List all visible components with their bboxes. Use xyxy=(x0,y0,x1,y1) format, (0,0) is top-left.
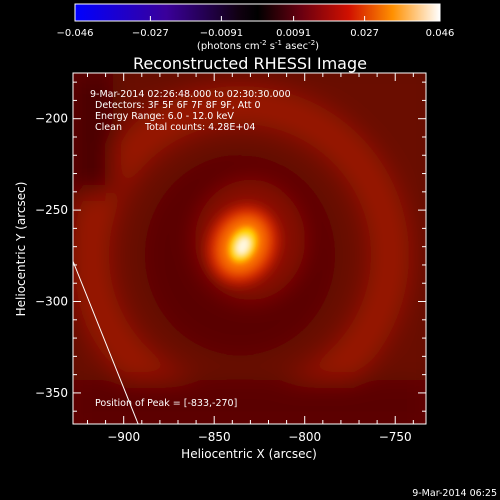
annotation-peak: Position of Peak = [-833,-270] xyxy=(95,398,237,409)
annotation-energy: Energy Range: 6.0 - 12.0 keV xyxy=(95,111,234,122)
x-tick-label-3: −750 xyxy=(379,430,412,444)
x-tick-label-0: −900 xyxy=(107,430,140,444)
annotation-detectors: Detectors: 3F 5F 6F 7F 8F 9F, Att 0 xyxy=(95,100,261,111)
y-tick-label-0: −200 xyxy=(35,112,68,126)
heatmap-image xyxy=(73,73,426,424)
colorbar-tick-label-0: −0.046 xyxy=(56,28,93,39)
y-axis-label: Heliocentric Y (arcsec) xyxy=(14,182,28,317)
colorbar-unit-label: (photons cm-2 s-1 asec-2) xyxy=(197,39,319,52)
colorbar-ticks: −0.046 −0.027 −0.0091 0.0091 0.027 0.046 xyxy=(56,16,454,39)
chart-title: Reconstructed RHESSI Image xyxy=(133,54,367,73)
x-axis-label: Heliocentric X (arcsec) xyxy=(181,447,317,461)
colorbar-tick-label-3: 0.0091 xyxy=(276,28,311,39)
x-tick-label-2: −800 xyxy=(288,430,321,444)
y-tick-label-1: −250 xyxy=(35,203,68,217)
colorbar xyxy=(74,3,441,22)
colorbar-tick-label-2: −0.0091 xyxy=(200,28,243,39)
annotation-time-range: 9-Mar-2014 02:26:48.000 to 02:30:30.000 xyxy=(90,89,291,100)
y-tick-label-3: −350 xyxy=(35,386,68,400)
colorbar-tick-label-5: 0.046 xyxy=(426,28,455,39)
axis-ticks: −900 −850 −800 −750 −200 −250 −300 −350 xyxy=(35,73,426,444)
colorbar-tick-label-4: 0.027 xyxy=(350,28,379,39)
y-tick-label-2: −300 xyxy=(35,295,68,309)
colorbar-tick-label-1: −0.027 xyxy=(132,28,169,39)
limb-line xyxy=(73,261,139,424)
plot-frame xyxy=(72,72,427,425)
annotation-clean: Clean xyxy=(95,122,122,133)
x-tick-label-1: −850 xyxy=(198,430,231,444)
footer-timestamp: 9-Mar-2014 06:25 xyxy=(412,488,497,499)
annotation-total-counts: Total counts: 4.28E+04 xyxy=(144,122,255,133)
